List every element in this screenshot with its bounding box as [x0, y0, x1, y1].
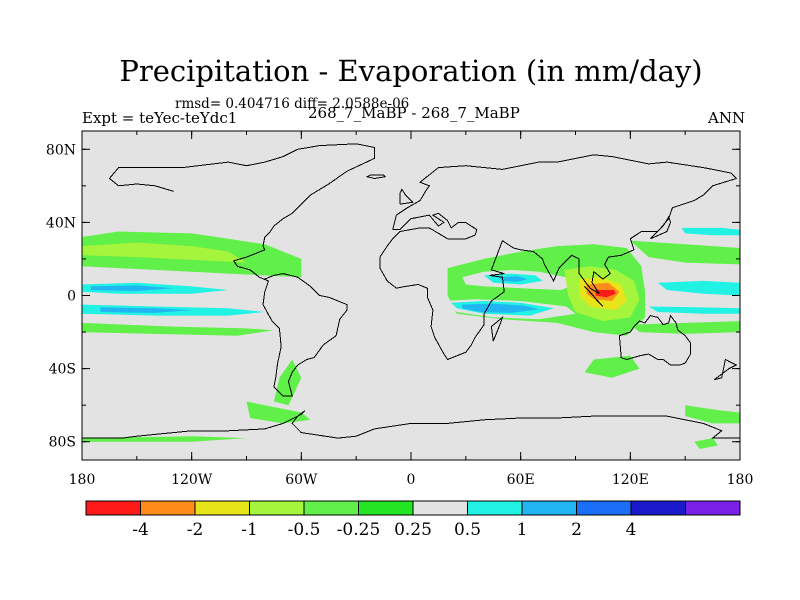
- colorbar: -4 -2 -1 -0.5 -0.25 0.25 0.5 1 2 4: [85, 500, 741, 540]
- colorbar-box: [412, 500, 468, 516]
- chart-title: Precipitation - Evaporation (in mm/day): [119, 54, 703, 88]
- contour-region-14: [681, 227, 740, 236]
- contour-region-9: [82, 322, 274, 336]
- x-axis: 180 120W 60W 0 60E 120E 180: [69, 131, 754, 488]
- contour-region-33: [584, 355, 640, 378]
- colorbar-label: -1: [241, 520, 258, 540]
- coastlines: [82, 143, 740, 439]
- y-tick-label: 80S: [49, 435, 76, 451]
- x-tick-label: 120E: [612, 472, 649, 488]
- colorbar-box: [576, 500, 632, 516]
- y-axis: 80N 40N 0 40S 80S: [46, 142, 740, 451]
- coastline-3: [618, 314, 692, 366]
- colorbar-label: 2: [571, 520, 582, 540]
- colorbar-box: [85, 500, 141, 516]
- colorbar-box: [358, 500, 414, 516]
- coastline-8: [490, 315, 504, 342]
- stats-label: rmsd= 0.404716 diff= 2.0588e-06: [175, 96, 410, 112]
- period-label: 268_7_MaBP - 268_7_MaBP: [308, 104, 520, 122]
- contour-region-32: [595, 290, 616, 298]
- contour-region-28: [462, 303, 539, 313]
- x-tick-label: 180: [69, 472, 96, 488]
- colorbar-label: 4: [626, 520, 637, 540]
- colorbar-box: [521, 500, 577, 516]
- y-tick-label: 40S: [49, 362, 76, 378]
- x-tick-label: 0: [407, 472, 416, 488]
- colorbar-label: 1: [517, 520, 528, 540]
- experiment-label: Expt = teYec-teYdc1: [82, 109, 238, 127]
- colorbar-label: -0.25: [337, 520, 381, 540]
- coastline-6: [399, 188, 414, 205]
- coastline-9: [650, 215, 672, 240]
- coastline-4: [82, 410, 740, 439]
- contour-region-15: [630, 240, 740, 265]
- colorbar-label: -0.5: [288, 520, 321, 540]
- coastline-1: [108, 143, 375, 397]
- colorbar-box: [249, 500, 305, 516]
- contour-fills: [82, 222, 740, 449]
- colorbar-box: [194, 500, 250, 516]
- x-tick-label: 60W: [285, 472, 318, 488]
- contour-region-20: [630, 321, 740, 334]
- contour-region-19: [648, 306, 740, 314]
- y-tick-label: 40N: [46, 215, 76, 231]
- contour-region-2: [82, 242, 247, 263]
- contour-region-25: [498, 276, 528, 282]
- colorbar-label: -2: [187, 520, 204, 540]
- colorbar-box: [467, 500, 523, 516]
- coastline-7: [584, 286, 604, 307]
- colorbar-box: [630, 500, 686, 516]
- contour-region-21: [685, 405, 740, 424]
- contour-region-8: [100, 307, 192, 313]
- y-tick-label: 0: [67, 289, 76, 305]
- y-tick-label: 80N: [46, 142, 76, 158]
- season-label: ANN: [708, 109, 746, 127]
- colorbar-label: 0.25: [394, 520, 432, 540]
- coastline-2: [379, 154, 738, 361]
- contour-region-17: [657, 280, 740, 296]
- contour-region-5: [91, 285, 174, 291]
- coastline-5: [365, 174, 387, 179]
- x-tick-label: 120W: [171, 472, 213, 488]
- coastline-10: [714, 358, 738, 381]
- x-tick-label: 180: [727, 472, 754, 488]
- colorbar-box: [303, 500, 359, 516]
- contour-region-34: [694, 438, 719, 449]
- colorbar-label: 0.5: [454, 520, 481, 540]
- colorbar-box: [140, 500, 196, 516]
- x-tick-label: 60E: [507, 472, 535, 488]
- colorbar-box: [685, 500, 741, 516]
- colorbar-label: -4: [132, 520, 149, 540]
